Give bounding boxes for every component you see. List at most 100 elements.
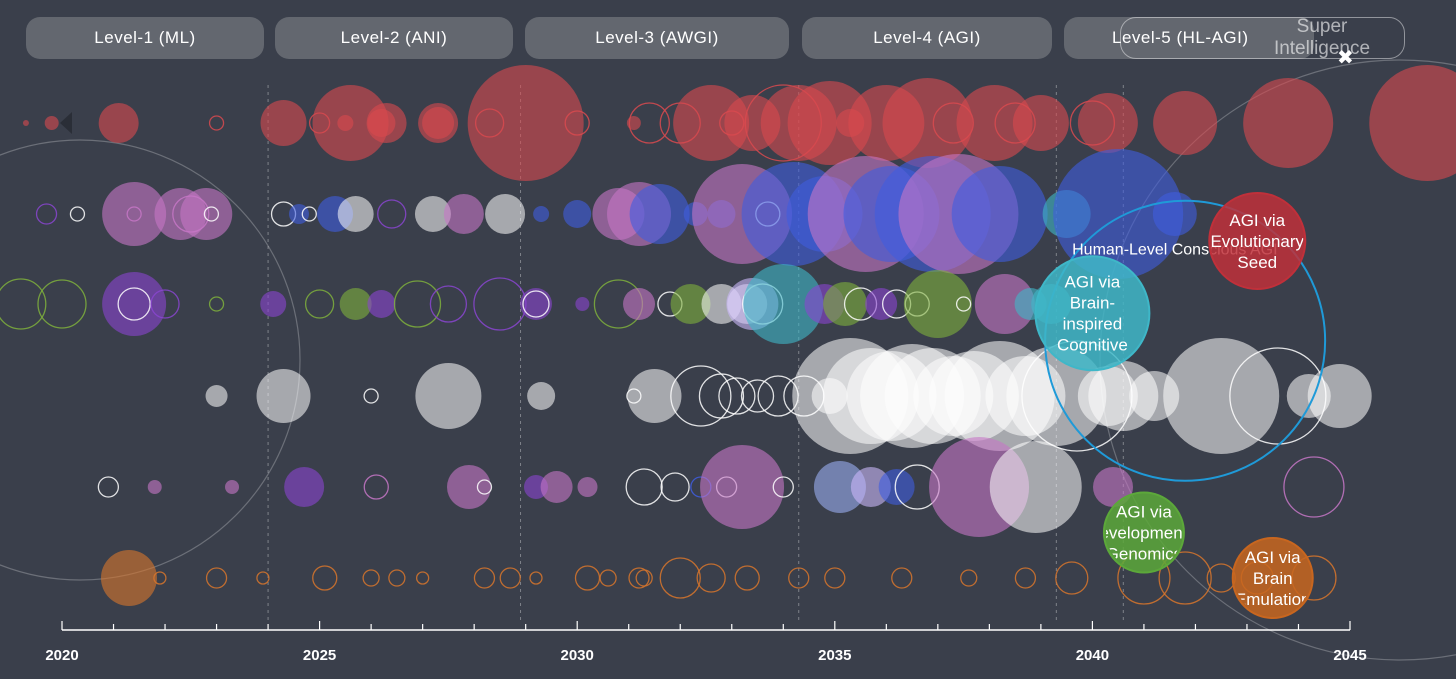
bubble-point (337, 196, 374, 232)
bubble-point (955, 296, 972, 312)
bubble-point (563, 200, 592, 228)
labeled-bubble: AGI via Brain Emulation (1231, 537, 1314, 619)
bubble-point (891, 567, 913, 589)
bubble-point (1055, 561, 1089, 595)
labeled-bubble-text: AGI via (1229, 211, 1285, 230)
bubble-point (850, 467, 891, 507)
bubble-point (951, 166, 1048, 262)
bubble-point (772, 476, 794, 498)
bubble-point (208, 115, 225, 131)
level-1-tab[interactable]: Level-1 (ML) (26, 17, 264, 59)
bubble-point (102, 272, 167, 336)
bubble-point (960, 569, 978, 587)
labeled-bubble-circle (1034, 255, 1151, 372)
x-tick-label: 2040 (1076, 647, 1109, 664)
level-3-tab[interactable]: Level-3 (AWGI) (525, 17, 789, 59)
bubble-point (718, 377, 756, 415)
bubble-point (824, 567, 846, 589)
bubble-point (225, 480, 240, 494)
bubble-point (126, 206, 142, 222)
bubble-point (97, 476, 120, 498)
bubble-point (208, 296, 225, 312)
bubble-point (260, 100, 307, 146)
bubble-rows: Human-Level Conscious AGI (0, 65, 1456, 606)
bubble-point (743, 264, 824, 344)
bubble-point (180, 188, 233, 240)
bubble-point (1163, 338, 1280, 454)
bubble-point (256, 571, 270, 585)
labeled-bubble-text: Developmental (1087, 524, 1200, 543)
level-2-tab[interactable]: Level-2 (ANI) (275, 17, 513, 59)
level-5-tab[interactable]: Level-5 (HL-AGI) (1064, 17, 1314, 59)
bubble-point (1012, 95, 1069, 151)
x-tick-label: 2020 (45, 647, 78, 664)
labeled-bubbles: AGI via Evolutionary Seed AGI via Brain-insp… (1034, 192, 1314, 619)
bubble-point (393, 280, 442, 328)
bubble-point (418, 103, 459, 143)
bubble-point (415, 571, 430, 585)
bubble-point (284, 467, 325, 507)
bubble-point (499, 567, 521, 589)
labeled-bubble: AGI via Developmental Genomics (1087, 491, 1200, 574)
bubble-point (577, 477, 598, 497)
bubble-point (1158, 551, 1212, 605)
bubble-point (974, 274, 1035, 334)
bubble-point (599, 569, 617, 587)
bubble-point (100, 550, 157, 606)
bubble-point (301, 206, 317, 222)
bubble-point (698, 373, 745, 419)
bubble-point (788, 567, 810, 589)
level-4-tab[interactable]: Level-4 (AGI) (802, 17, 1052, 59)
bubble-point (628, 102, 670, 144)
super-intelligence-tab[interactable]: Super Intelligence (1120, 16, 1405, 59)
bubble-point (540, 471, 573, 503)
x-axis: 2020 2025 2030 2035 2040 2045 (45, 621, 1367, 664)
close-icon[interactable]: ✖ (1337, 47, 1354, 69)
labeled-bubble-text: Evolutionary (1210, 232, 1304, 251)
labeled-bubble: AGI via Evolutionary Seed (1208, 192, 1307, 290)
bubble-point (813, 461, 866, 513)
bubble-point (443, 194, 484, 234)
bubble-point (660, 472, 690, 502)
labeled-bubble-circle (1102, 491, 1185, 574)
bubble-point (429, 285, 468, 323)
labeled-bubble: AGI via Brain-inspired Cognitive (1034, 255, 1151, 372)
bubble-point (882, 78, 973, 168)
bubble-point (447, 465, 492, 509)
bubble-point (205, 567, 228, 589)
bubble-point (312, 565, 338, 591)
bubble-point (1283, 456, 1345, 518)
bubble-point (388, 569, 406, 587)
bubble-point (150, 289, 180, 319)
bubble-point (878, 469, 915, 505)
bubble-point (362, 569, 380, 587)
bubble-point (673, 85, 750, 161)
bubble-point (467, 65, 584, 181)
labeled-bubble-text: Seed (1237, 253, 1277, 272)
bubble-point (69, 206, 86, 222)
bubble-point (670, 365, 732, 427)
bubble-point (260, 291, 287, 317)
bubble-point (533, 206, 550, 222)
bubble-point (519, 288, 552, 320)
bubble-point (1093, 467, 1134, 507)
labeled-bubble-circle (1231, 537, 1314, 619)
bubble-point (626, 116, 641, 130)
bubble-point (366, 103, 407, 143)
bubble-point (117, 287, 151, 321)
bubble-point (102, 182, 167, 246)
bubble-point (1369, 65, 1456, 181)
bubble-point (787, 81, 872, 165)
bubble-point (363, 474, 389, 500)
bubble-point (627, 369, 682, 423)
bubble-point (304, 289, 335, 319)
labeled-bubble-text: Brain- (1070, 294, 1115, 313)
bubble-point (377, 199, 407, 229)
bubble-point (757, 375, 799, 417)
bubble-point (0, 278, 47, 330)
x-tick-label: 2035 (818, 647, 851, 664)
background-arc (0, 139, 301, 581)
labeled-bubble-text: AGI via (1065, 273, 1121, 292)
bubble-point (98, 103, 139, 143)
labeled-bubble-text: AGI via (1116, 503, 1172, 522)
